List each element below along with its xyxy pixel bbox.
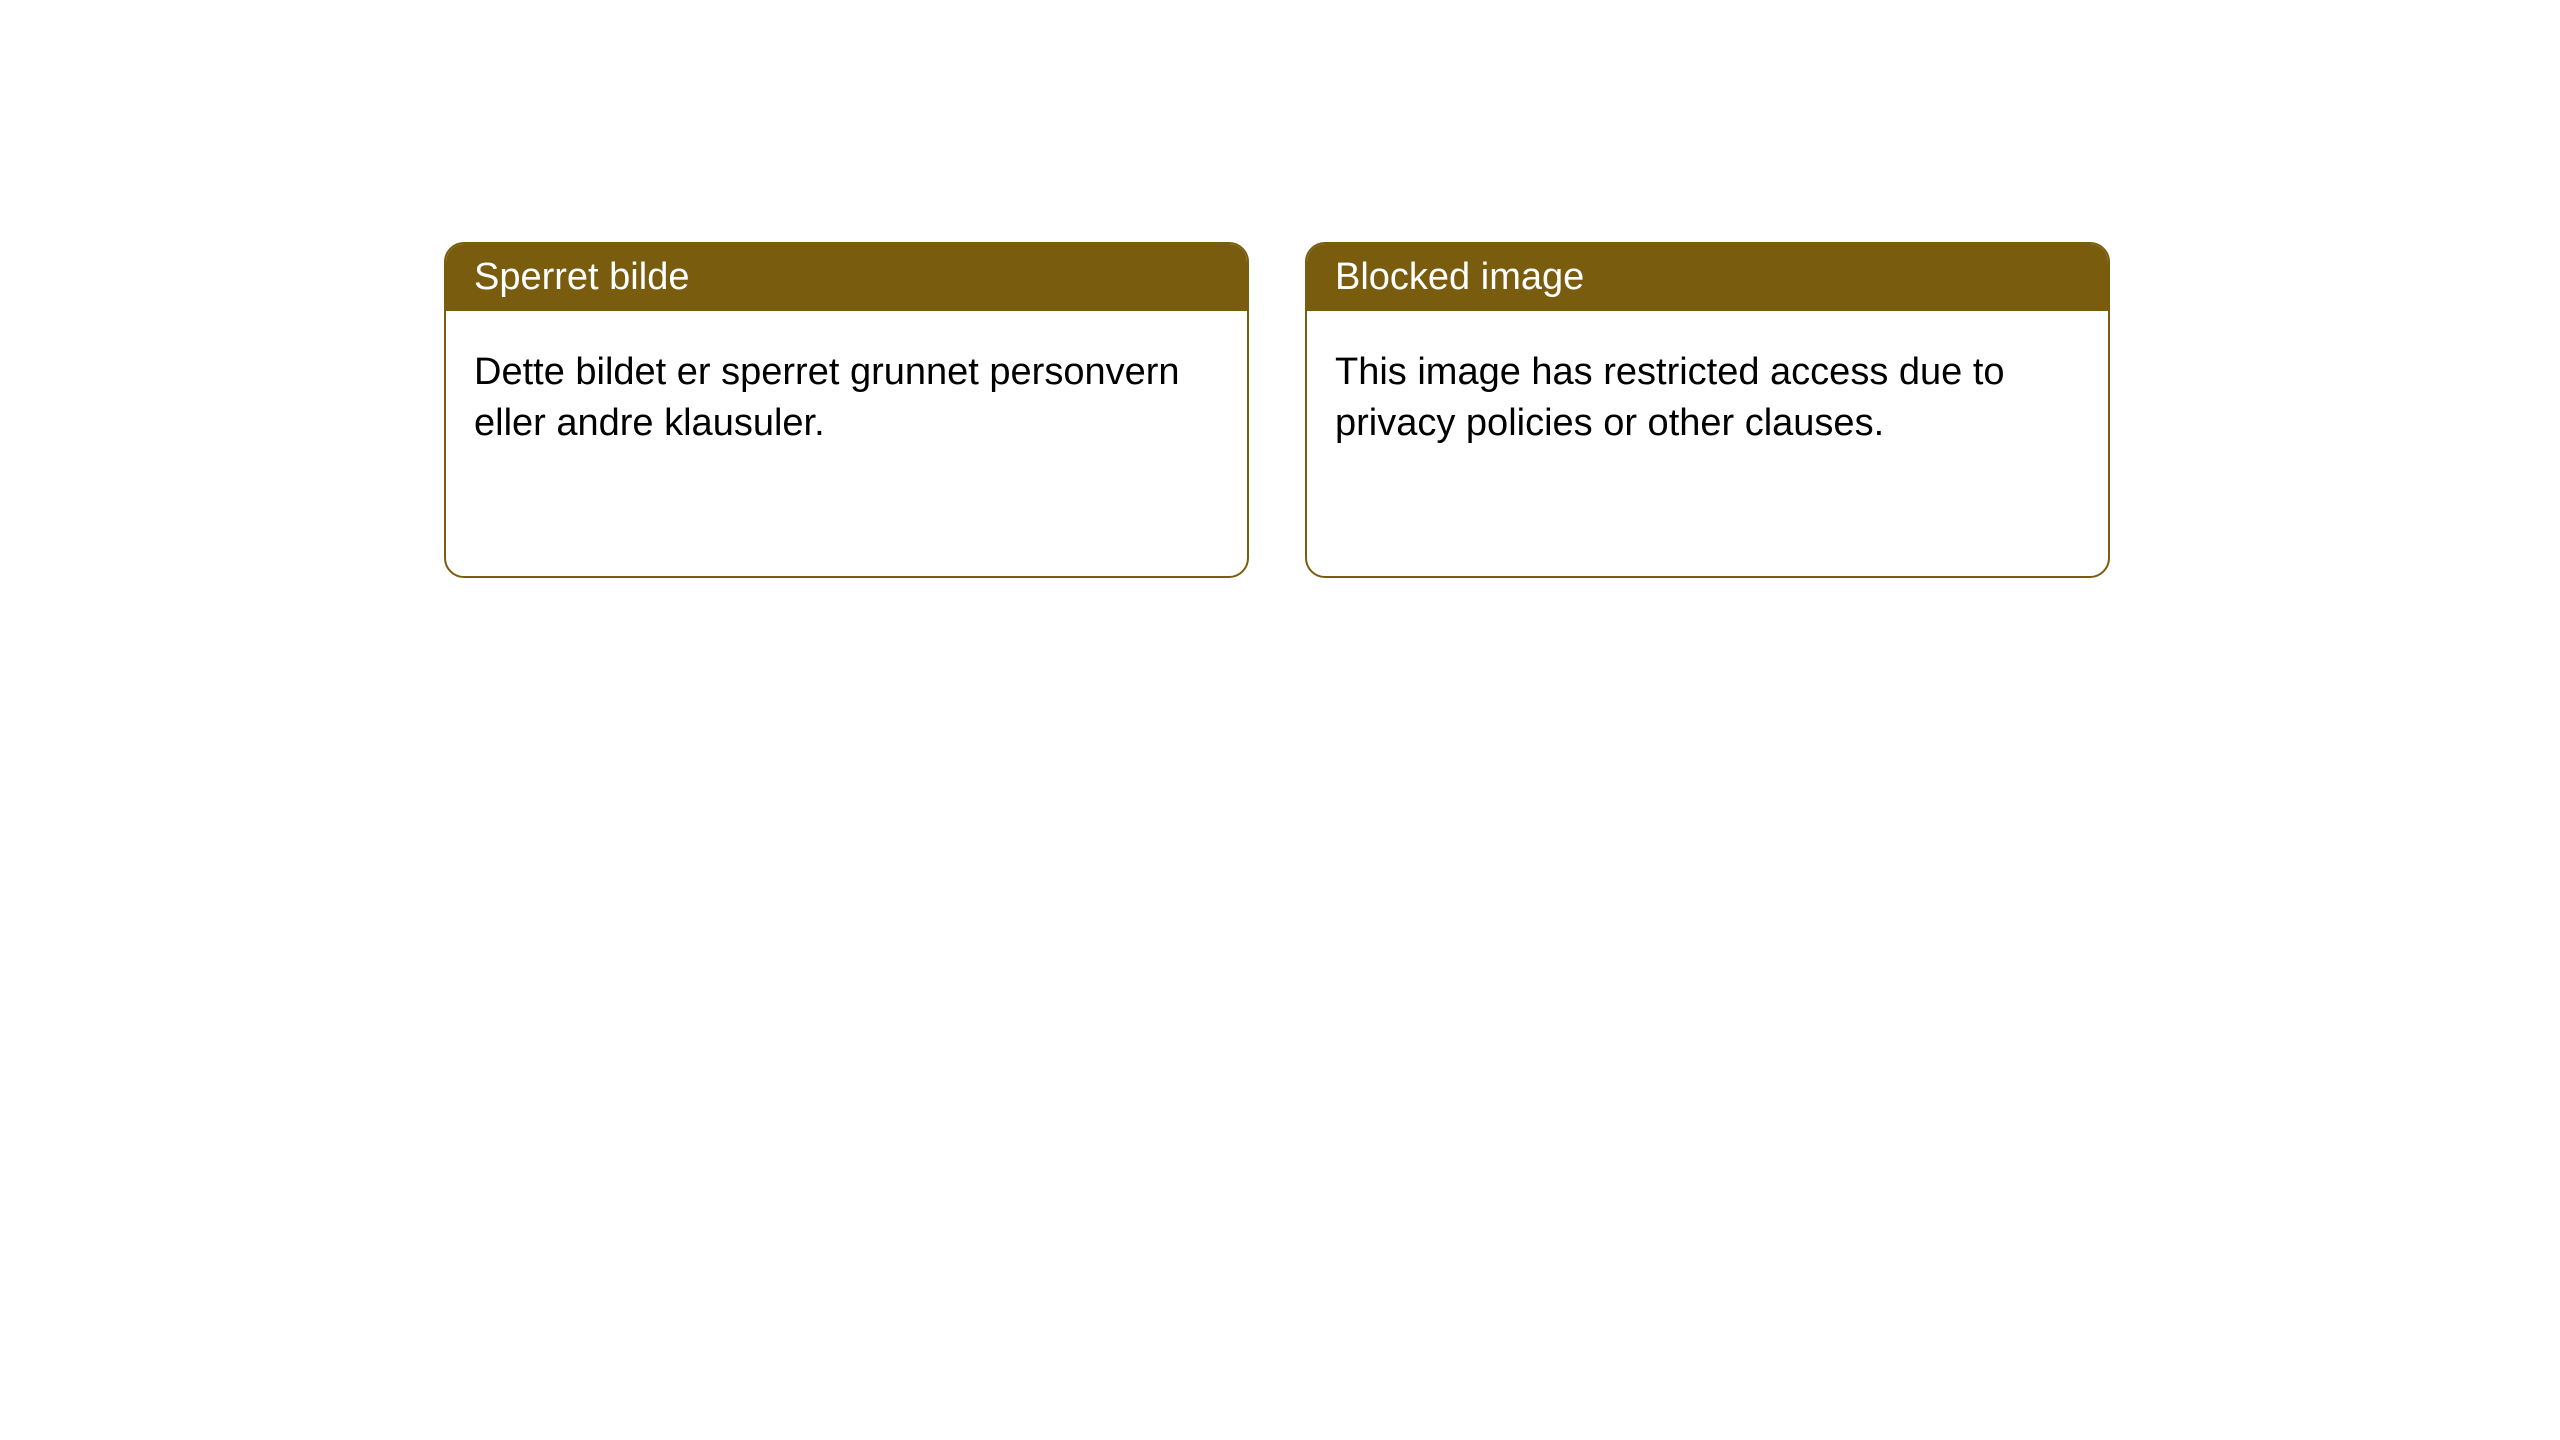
notice-card-body: This image has restricted access due to …: [1307, 311, 2108, 486]
notice-card-title: Blocked image: [1307, 244, 2108, 311]
notice-card-en: Blocked image This image has restricted …: [1305, 242, 2110, 578]
notice-card-no: Sperret bilde Dette bildet er sperret gr…: [444, 242, 1249, 578]
notice-card-body: Dette bildet er sperret grunnet personve…: [446, 311, 1247, 486]
notice-container: Sperret bilde Dette bildet er sperret gr…: [0, 0, 2560, 578]
notice-card-title: Sperret bilde: [446, 244, 1247, 311]
